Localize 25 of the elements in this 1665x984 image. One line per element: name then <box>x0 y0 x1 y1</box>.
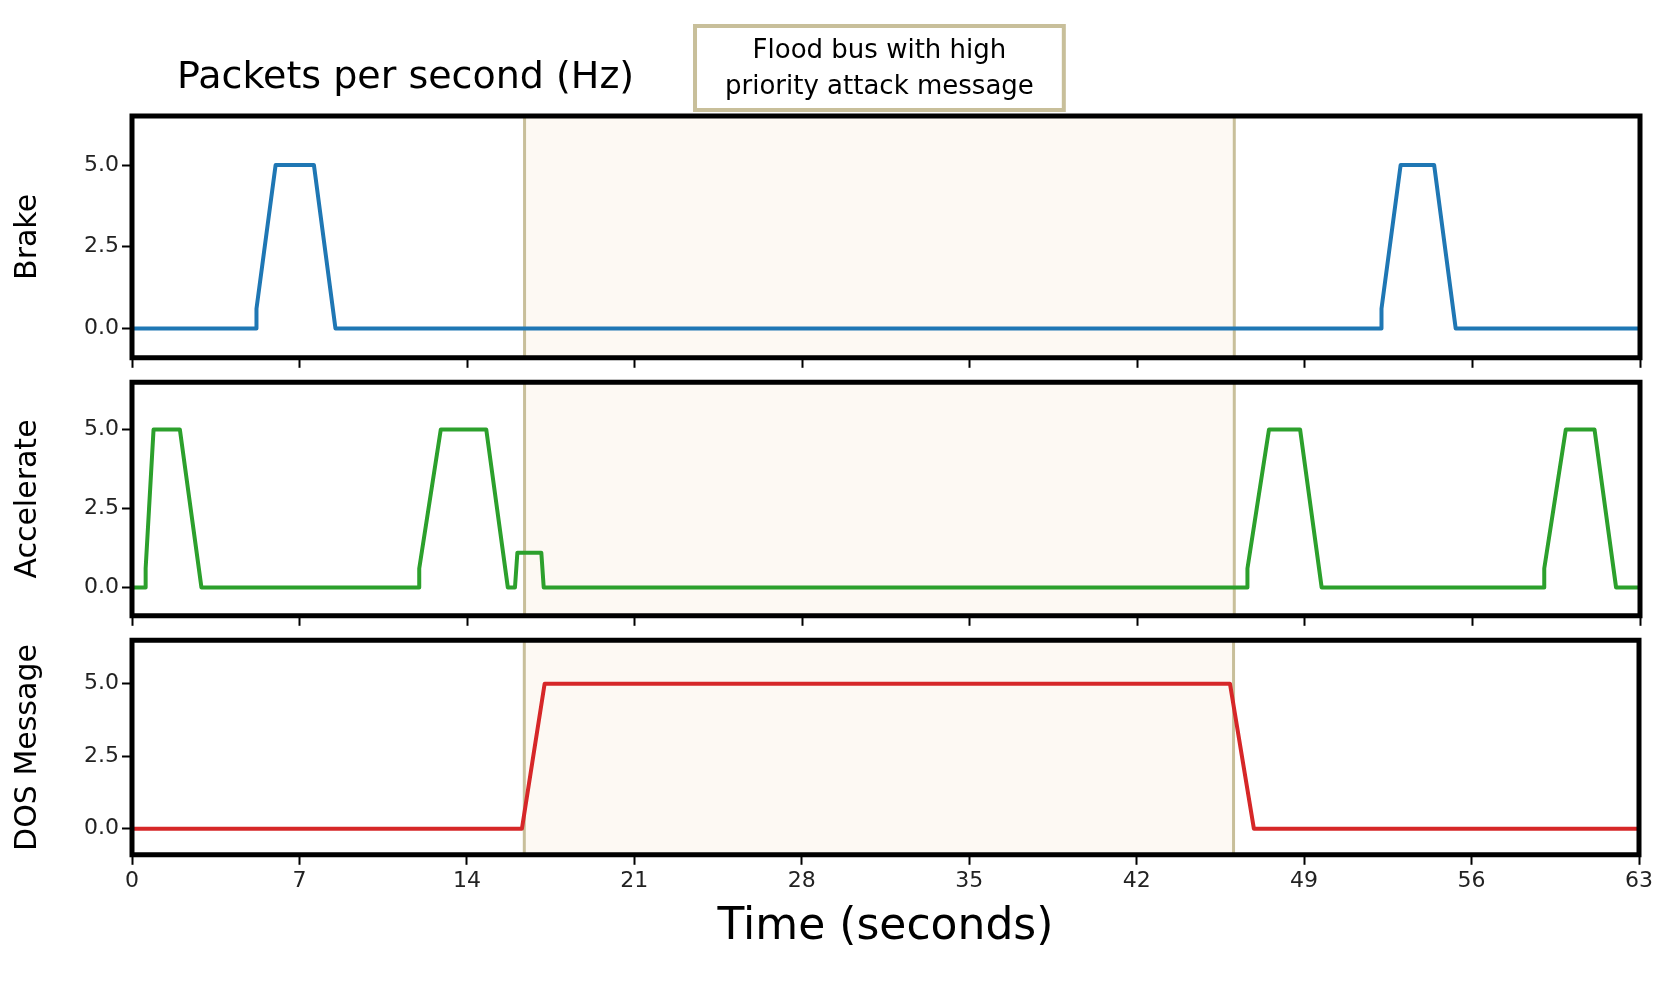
x-tick-label: 42 <box>1122 866 1151 892</box>
chart-title: Packets per second (Hz) <box>177 52 635 97</box>
y-tick-label: 2.5 <box>84 494 119 520</box>
y-tick-label: 5.0 <box>84 415 119 441</box>
band-label: Flood bus with high priority attack message <box>725 33 1034 100</box>
x-tick-label: 35 <box>955 866 984 892</box>
x-tick-label: 7 <box>292 866 307 892</box>
x-tick-label: 49 <box>1290 866 1319 892</box>
x-tick-label: 56 <box>1457 866 1486 892</box>
x-axis-title: Time (seconds) <box>716 898 1054 950</box>
y-axis-title: Accelerate <box>7 419 43 579</box>
x-tick-label: 14 <box>452 866 481 892</box>
x-tick-label: 28 <box>787 866 816 892</box>
y-axis-title: DOS Message <box>7 644 43 851</box>
y-tick-label: 0.0 <box>84 814 119 840</box>
x-tick-label: 21 <box>620 866 649 892</box>
y-tick-label: 2.5 <box>84 741 119 767</box>
y-tick-label: 2.5 <box>84 232 119 258</box>
y-tick-label: 5.0 <box>84 150 119 176</box>
y-tick-label: 0.0 <box>84 573 119 599</box>
x-tick-label: 0 <box>125 866 139 892</box>
x-tick-label: 63 <box>1625 866 1653 892</box>
y-tick-label: 5.0 <box>84 669 119 695</box>
y-tick-label: 0.0 <box>84 314 119 340</box>
y-axis-title: Brake <box>7 193 43 280</box>
